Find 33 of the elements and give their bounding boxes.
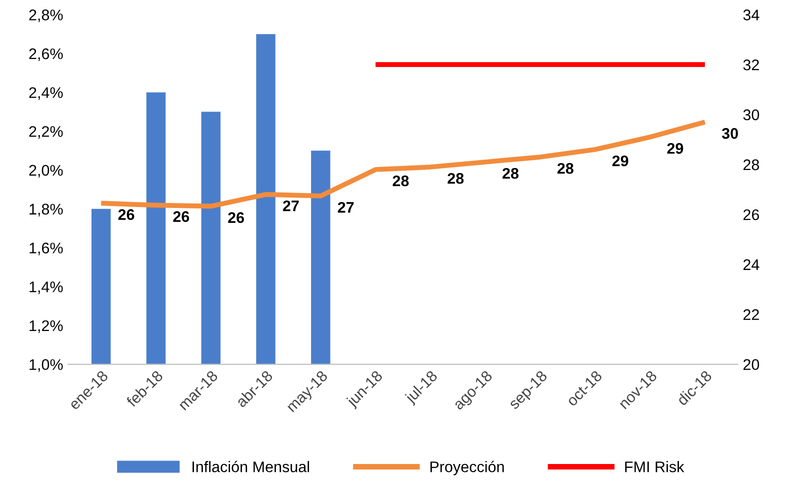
legend-label: FMI Risk <box>625 461 684 472</box>
y-tick-label: 1,2% <box>30 320 63 333</box>
data-label: 29 <box>667 143 684 154</box>
y-tick-label: 1,4% <box>30 282 63 294</box>
y2-tick-label: 24 <box>743 259 760 270</box>
y2-tick-label: 20 <box>743 359 760 370</box>
data-label: 26 <box>173 211 190 222</box>
y-tick-label: 2,4% <box>29 87 63 100</box>
y-tick-label: 2,2% <box>29 126 63 139</box>
data-label: 26 <box>228 212 244 223</box>
y2-tick-label: 30 <box>743 109 760 120</box>
data-label: 27 <box>282 200 299 212</box>
y-tick-label: 1,0% <box>30 359 63 372</box>
data-label: 28 <box>502 168 519 179</box>
data-label: 27 <box>338 202 354 213</box>
y-tick-label: 2,8% <box>29 10 63 22</box>
data-label: 28 <box>557 162 574 174</box>
y-tick-label: 1,6% <box>30 242 63 256</box>
y2-tick-label: 28 <box>743 159 760 170</box>
legend-label: Inflación Mensual <box>192 460 310 472</box>
legend-label: Proyección <box>430 460 504 476</box>
data-label: 28 <box>392 175 409 186</box>
y2-tick-label: 22 <box>743 309 759 320</box>
y2-tick-label: 32 <box>743 59 759 70</box>
data-label: 29 <box>612 155 628 166</box>
y2-tick-label: 26 <box>743 209 760 220</box>
y-tick-label: 1,8% <box>30 204 63 216</box>
y-tick-label: 2,0% <box>29 164 63 178</box>
y-tick-label: 2,6% <box>29 48 63 62</box>
y2-tick-label: 34 <box>743 10 760 20</box>
data-label: 28 <box>448 172 464 184</box>
data-label: 26 <box>118 209 134 220</box>
data-label: 30 <box>722 128 738 139</box>
